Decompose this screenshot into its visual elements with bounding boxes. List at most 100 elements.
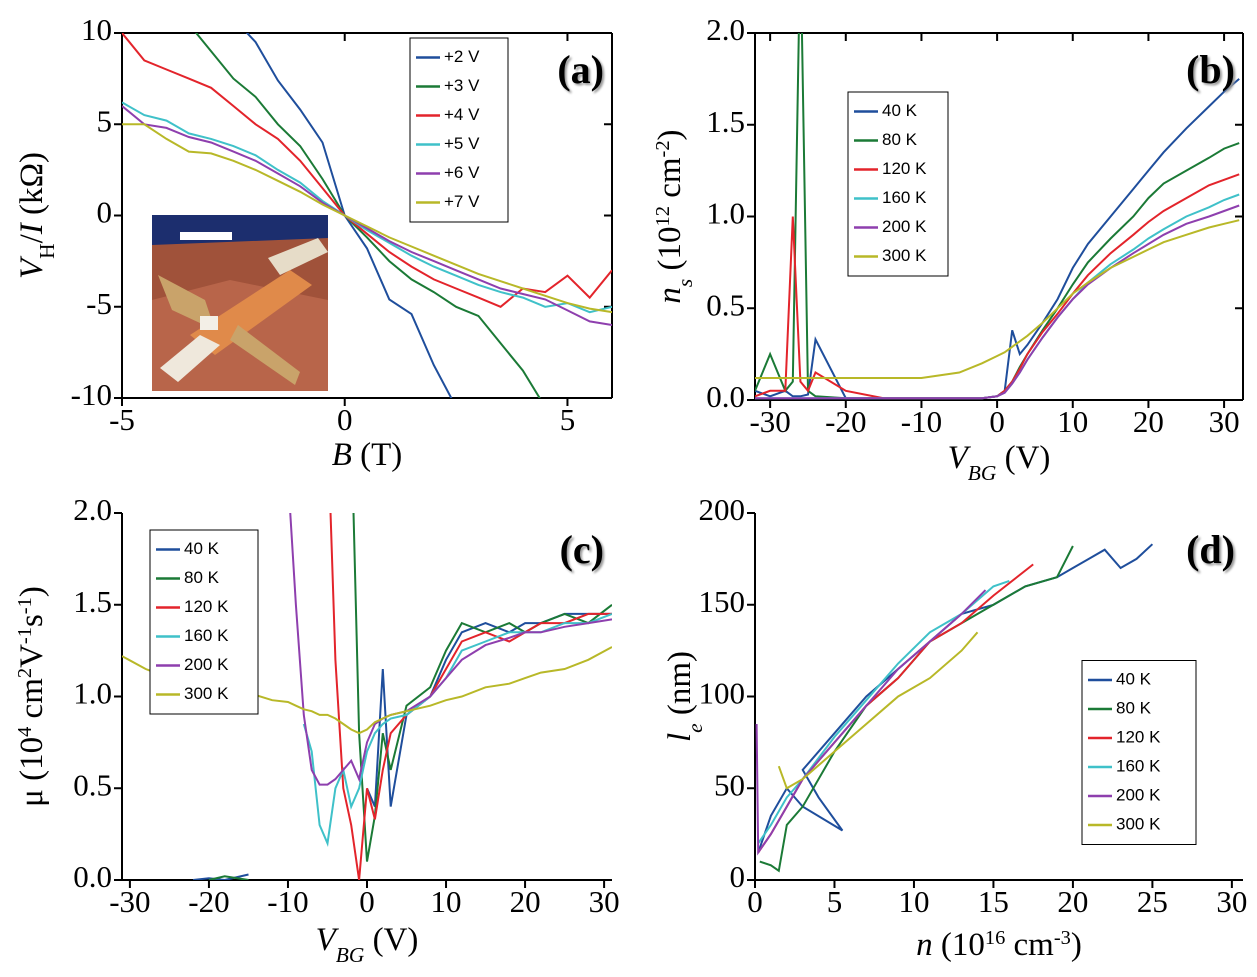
legend-label: +2 V (444, 47, 480, 66)
legend-label: +4 V (444, 105, 480, 124)
legend-label: 200 K (1116, 785, 1161, 804)
label-part: (nm) (662, 651, 698, 723)
label-part: cm (1005, 927, 1054, 963)
label-part: BG (968, 461, 997, 485)
x-tick-label: -30 (749, 404, 790, 439)
label-part: n (916, 927, 933, 963)
legend-label: 80 K (1116, 698, 1152, 717)
label-part: -3 (1054, 927, 1071, 949)
x-tick-label: 0 (989, 404, 1005, 439)
legend-label: 160 K (184, 626, 229, 645)
data-line (755, 79, 1239, 398)
y-tick-label: 0 (97, 195, 113, 230)
label-part: (10 (652, 226, 688, 278)
x-axis-label: VBG (V) (316, 922, 419, 967)
x-tick-label: 5 (560, 402, 576, 437)
label-part: cm (14, 678, 50, 727)
label-part: B (332, 437, 352, 473)
label-part: μ (10 (14, 737, 50, 807)
data-line (755, 206, 1239, 399)
legend-label: 160 K (882, 188, 927, 207)
data-line (760, 546, 1073, 871)
label-part: 16 (985, 927, 1005, 949)
label-part: -2 (652, 140, 674, 157)
x-tick-label: -30 (109, 884, 150, 919)
y-tick-label: 1.0 (706, 196, 745, 231)
x-tick-label: 10 (1057, 404, 1088, 439)
x-tick-label: 30 (1209, 404, 1240, 439)
legend-label: +3 V (444, 76, 480, 95)
y-tick-label: 50 (714, 767, 745, 802)
label-part: (10 (933, 927, 985, 963)
legend-label: 40 K (882, 101, 918, 120)
legend-label: 200 K (184, 655, 229, 674)
legend-label: 120 K (184, 597, 229, 616)
legend-label: 300 K (1116, 814, 1161, 833)
y-axis-label: VH/I (kΩ) (14, 152, 59, 279)
y-tick-label: 1.5 (706, 104, 745, 139)
x-tick-label: 10 (431, 884, 462, 919)
label-part: cm (652, 157, 688, 206)
x-tick-label: -5 (109, 402, 135, 437)
y-tick-label: 2.0 (73, 492, 112, 527)
label-part: s (673, 279, 697, 287)
data-line (758, 581, 1009, 843)
y-tick-label: 1.0 (73, 676, 112, 711)
x-axis-label: n (1016 cm-3) (916, 927, 1082, 963)
label-part: (V) (364, 922, 418, 958)
legend-label: 40 K (184, 539, 220, 558)
x-tick-label: 0 (747, 884, 763, 919)
x-tick-label: 5 (827, 884, 843, 919)
x-tick-label: -20 (188, 884, 229, 919)
panel-label: (b) (1186, 47, 1235, 92)
x-tick-label: 30 (589, 884, 620, 919)
x-tick-label: -10 (901, 404, 942, 439)
legend-label: 200 K (882, 217, 927, 236)
legend-label: 120 K (1116, 727, 1161, 746)
label-part: 2 (14, 668, 36, 678)
y-tick-label: 0.0 (706, 379, 745, 414)
data-line (328, 421, 613, 880)
x-tick-label: 25 (1137, 884, 1168, 919)
y-axis-label: μ (104 cm2V-1s-1) (14, 586, 50, 807)
legend-label: 80 K (882, 130, 918, 149)
y-tick-label: 0.5 (73, 767, 112, 802)
y-tick-label: 10 (81, 12, 112, 47)
label-part: BG (336, 943, 365, 967)
label-part: -1 (14, 597, 36, 614)
label-part: s (14, 614, 50, 627)
panel-label: (a) (557, 47, 604, 92)
data-line (209, 421, 612, 880)
label-part: (T) (352, 437, 402, 473)
x-axis-label: B (T) (332, 437, 403, 473)
label-part: ) (1071, 927, 1082, 963)
y-tick-label: 0.5 (706, 287, 745, 322)
y-tick-label: 2.0 (706, 12, 745, 47)
y-tick-label: -10 (71, 377, 112, 412)
label-part: n (652, 287, 688, 304)
legend-label: 80 K (184, 568, 220, 587)
x-tick-label: 20 (510, 884, 541, 919)
data-line (288, 476, 612, 784)
x-tick-label: 20 (1133, 404, 1164, 439)
y-tick-label: 0.0 (73, 859, 112, 894)
panel-label: (d) (1186, 527, 1235, 572)
x-tick-label: -20 (825, 404, 866, 439)
label-part: l (662, 733, 698, 742)
panel-label: (c) (560, 527, 604, 572)
y-axis-label: ns (1012 cm-2) (652, 129, 697, 303)
legend-label: +5 V (444, 134, 480, 153)
y-tick-label: 0 (730, 859, 746, 894)
label-part: 12 (652, 206, 674, 226)
y-tick-label: 1.5 (73, 584, 112, 619)
data-line (755, 195, 1239, 399)
x-tick-label: 0 (359, 884, 375, 919)
label-part: e (683, 723, 707, 733)
legend-label: +7 V (444, 192, 480, 211)
legend-label: 120 K (882, 159, 927, 178)
data-line (779, 632, 978, 788)
y-tick-label: 150 (699, 584, 746, 619)
legend-label: 300 K (184, 684, 229, 703)
label-part: ) (652, 129, 688, 140)
label-part: -1 (14, 627, 36, 644)
